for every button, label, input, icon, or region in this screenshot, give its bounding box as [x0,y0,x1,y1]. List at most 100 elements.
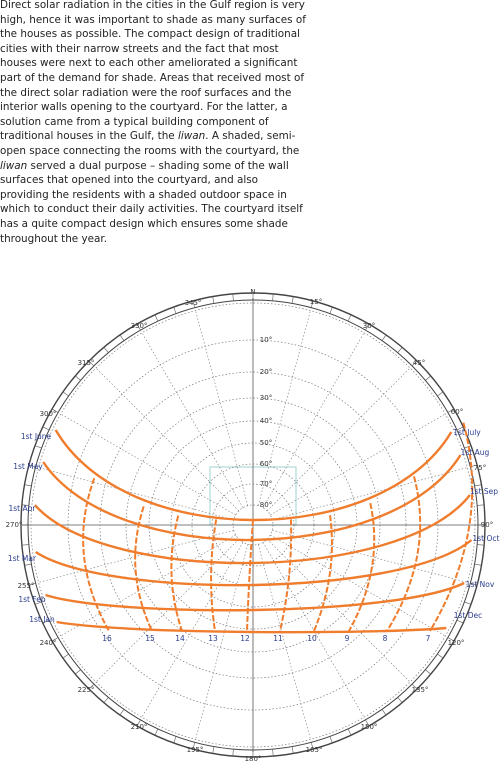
month-label: 1st June [21,432,52,441]
ring-tick [21,544,29,546]
month-label: 1st May [13,462,43,471]
text-italic: liwan [0,159,28,172]
ring-tick [272,749,274,757]
date-curve [34,494,471,565]
azimuth-label: 75° [474,464,486,472]
azimuth-label: 270° [6,521,23,529]
azimuth-label: 45° [413,359,425,367]
ring-tick [365,323,370,331]
ring-tick [425,375,431,381]
azimuth-spoke [38,529,234,583]
ring-tick [291,746,294,754]
altitude-circle [67,339,439,711]
ring-tick [88,683,95,690]
hour-label: 10 [307,634,317,643]
ring-tick [51,637,59,642]
azimuth-spoke [38,467,234,521]
hour-label: 12 [240,634,250,643]
altitude-label: 40° [260,417,272,425]
ring-tick [62,653,69,659]
ring-tick [103,697,109,703]
azimuth-label: 165° [306,746,323,754]
ring-tick [24,484,32,487]
date-curve [54,429,453,522]
azimuth-spoke [272,529,468,583]
hour-line [429,422,474,632]
hour-label: 11 [273,634,283,643]
body-text: Direct solar radiation in the cities in … [0,0,308,246]
ring-tick [34,445,42,449]
ring-tick [464,445,472,449]
hour-label: 8 [383,634,388,643]
hour-label: 15 [145,634,155,643]
ring-tick [464,601,472,605]
altitude-circle [30,302,476,748]
ring-tick [437,653,444,659]
date-curve [45,581,465,612]
ring-tick [42,619,50,624]
text: Direct solar radiation in the cities in … [0,0,306,143]
azimuth-spoke [272,467,468,521]
altitude-circle [232,504,274,546]
ring-tick [397,697,403,703]
ring-tick [232,749,234,757]
ring-tick [21,504,29,506]
month-label: 1st July [453,428,481,437]
ring-tick [75,375,81,381]
text: . A shaded, semi-open space connecting t… [0,130,300,157]
ring-tick [212,296,215,304]
azimuth-label: 30° [363,322,375,330]
ring-tick [24,563,32,566]
ring-tick [192,742,196,750]
altitude-circle [125,397,381,653]
date-curve [42,454,462,542]
ring-tick [474,484,482,487]
hour-label: 9 [345,634,350,643]
ring-tick [62,391,69,397]
ring-tick [329,306,333,314]
azimuth-spoke [266,538,411,683]
altitude-label: 20° [260,368,272,376]
ring-tick [477,504,485,506]
azimuth-label: 210° [131,723,148,731]
ring-tick [291,296,294,304]
azimuth-spoke [195,544,249,740]
hour-line [279,519,293,632]
ring-tick [272,293,274,301]
ring-tick [28,582,36,586]
ring-tick [447,637,455,642]
ring-tick [347,314,352,322]
ring-tick [119,709,125,716]
azimuth-spoke [266,367,411,512]
ring-tick [119,334,125,341]
date-curve [35,539,473,587]
altitude-label: 80° [260,501,272,509]
ring-tick [411,683,418,690]
ring-tick [310,742,314,750]
altitude-circle [170,442,336,608]
azimuth-spoke [141,332,244,508]
ring-tick [75,669,81,675]
azimuth-spoke [195,310,249,506]
azimuth-label: 15° [310,298,322,306]
month-label: 1st Apr [9,504,37,513]
ring-tick [88,360,95,367]
azimuth-spoke [270,413,446,516]
month-label: 1st Oct [473,534,500,543]
ring-tick [456,619,464,624]
ring-tick [232,293,234,301]
hour-line [134,506,153,632]
hour-label: 7 [426,634,431,643]
ring-tick [437,391,444,397]
ring-tick [447,408,455,413]
month-label: 1st Feb [18,595,46,604]
ring-tick [136,323,141,331]
ring-tick [425,669,431,675]
azimuth-spoke [60,413,236,516]
hour-line [246,519,254,632]
ring-tick [173,306,177,314]
ring-tick [103,347,109,353]
azimuth-spoke [141,542,244,718]
